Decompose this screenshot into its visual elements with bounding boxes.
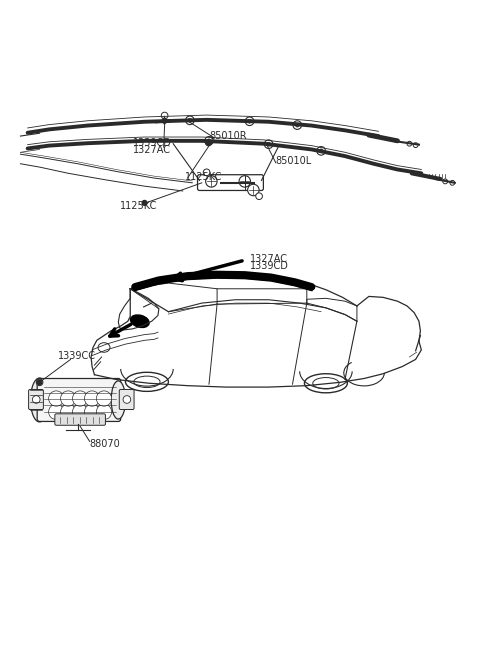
Circle shape	[239, 175, 251, 187]
Circle shape	[72, 391, 88, 406]
Ellipse shape	[131, 315, 149, 327]
Text: 1125KC: 1125KC	[185, 172, 223, 182]
Text: 1339CD: 1339CD	[132, 138, 171, 148]
Circle shape	[203, 169, 210, 175]
Circle shape	[207, 139, 211, 143]
Circle shape	[245, 117, 254, 126]
Circle shape	[205, 175, 217, 187]
Circle shape	[295, 123, 299, 127]
Text: 85010R: 85010R	[209, 131, 247, 141]
Circle shape	[186, 116, 194, 125]
FancyBboxPatch shape	[55, 414, 106, 425]
Circle shape	[293, 121, 301, 129]
Circle shape	[33, 396, 40, 404]
Ellipse shape	[111, 381, 125, 419]
Circle shape	[256, 193, 263, 200]
Circle shape	[248, 185, 259, 196]
Circle shape	[84, 404, 100, 419]
Circle shape	[267, 142, 271, 146]
FancyBboxPatch shape	[119, 389, 134, 409]
Circle shape	[142, 201, 147, 205]
Circle shape	[407, 141, 412, 146]
Circle shape	[96, 404, 112, 419]
Text: 85010L: 85010L	[276, 156, 312, 166]
Circle shape	[84, 391, 100, 406]
Circle shape	[205, 140, 211, 145]
FancyBboxPatch shape	[37, 379, 120, 421]
FancyBboxPatch shape	[29, 389, 43, 409]
Text: 1339CC: 1339CC	[58, 351, 96, 361]
Circle shape	[60, 391, 76, 406]
Text: 88070: 88070	[90, 439, 120, 449]
Circle shape	[37, 380, 42, 385]
Circle shape	[204, 136, 213, 145]
Circle shape	[264, 140, 273, 149]
Circle shape	[36, 379, 43, 385]
Circle shape	[443, 179, 447, 184]
Circle shape	[72, 404, 88, 419]
Circle shape	[48, 404, 64, 419]
Circle shape	[162, 119, 167, 123]
Ellipse shape	[134, 376, 160, 387]
Circle shape	[123, 396, 131, 404]
Text: 1125KC: 1125KC	[120, 201, 157, 211]
Text: 1327AC: 1327AC	[132, 145, 170, 155]
Circle shape	[48, 391, 64, 406]
Ellipse shape	[304, 374, 348, 393]
Ellipse shape	[313, 378, 339, 389]
Ellipse shape	[125, 372, 168, 391]
Ellipse shape	[31, 378, 48, 422]
Circle shape	[450, 181, 455, 185]
Circle shape	[413, 143, 418, 147]
Circle shape	[96, 391, 112, 406]
Circle shape	[319, 149, 323, 153]
Circle shape	[317, 147, 325, 155]
Text: 1327AC: 1327AC	[250, 254, 288, 264]
Text: 1339CD: 1339CD	[250, 261, 288, 271]
FancyBboxPatch shape	[198, 175, 264, 190]
Circle shape	[161, 112, 168, 119]
Circle shape	[60, 404, 76, 419]
Circle shape	[248, 119, 252, 123]
Circle shape	[188, 119, 192, 122]
Ellipse shape	[98, 343, 110, 352]
